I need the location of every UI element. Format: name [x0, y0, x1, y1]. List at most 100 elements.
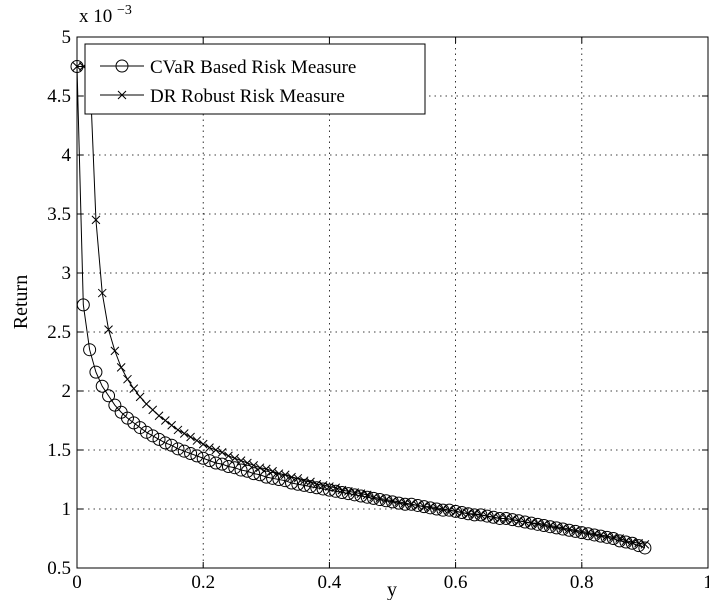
data-point-circle: [480, 509, 494, 523]
data-point-circle: [221, 460, 235, 474]
y-tick-label: 4.5: [47, 86, 71, 107]
data-point-cross: [173, 425, 183, 435]
data-point-cross: [198, 439, 208, 449]
data-point-circle: [455, 506, 469, 520]
data-point-cross: [167, 420, 177, 430]
data-point-cross: [123, 374, 132, 384]
data-point-circle: [152, 432, 166, 446]
data-point-cross: [236, 456, 246, 465]
data-point-circle: [240, 464, 254, 478]
data-point-cross: [211, 445, 221, 455]
data-point-circle: [171, 442, 185, 456]
data-point-cross: [261, 464, 271, 474]
data-point-cross: [243, 458, 252, 468]
data-point-cross: [362, 490, 372, 500]
data-point-cross: [135, 392, 145, 402]
data-point-cross: [495, 514, 505, 523]
data-point-circle: [354, 489, 368, 503]
data-point-cross: [463, 509, 473, 519]
data-point-circle: [158, 436, 172, 450]
data-point-cross: [640, 540, 650, 549]
data-point-circle: [253, 468, 267, 482]
data-point-circle: [632, 539, 646, 553]
data-point-cross: [205, 443, 214, 452]
data-point-circle: [348, 488, 362, 502]
data-point-cross: [268, 466, 277, 476]
data-point-circle: [146, 429, 160, 443]
x-axis-label: y: [387, 579, 397, 600]
data-point-circle: [297, 478, 311, 492]
y-tick-label: 2.5: [47, 322, 71, 343]
data-point-circle: [89, 365, 103, 379]
data-point-circle: [102, 389, 116, 403]
data-point-circle: [316, 482, 330, 496]
y-tick-label: 1.5: [47, 440, 71, 461]
data-point-cross: [97, 288, 107, 298]
data-point-circle: [95, 379, 109, 393]
legend-marker-cross: [117, 90, 127, 100]
legend-marker-circle: [115, 59, 129, 73]
data-point-circle: [505, 513, 519, 527]
data-point-circle: [177, 444, 191, 458]
data-point-cross: [217, 448, 227, 457]
y-tick-label: 3: [62, 263, 72, 284]
data-point-circle: [329, 484, 343, 498]
data-point-cross: [249, 460, 259, 470]
data-point-circle: [310, 481, 324, 495]
data-point-circle: [234, 463, 248, 477]
data-point-cross: [104, 325, 113, 334]
data-point-cross: [526, 518, 536, 528]
y-tick-label: 1: [62, 499, 72, 520]
data-point-circle: [139, 425, 153, 439]
data-point-circle: [512, 514, 526, 528]
data-point-circle: [335, 485, 349, 499]
data-point-cross: [293, 473, 303, 483]
series-dr: [72, 62, 650, 549]
data-point-circle: [442, 503, 456, 517]
data-point-cross: [116, 363, 126, 372]
data-point-circle: [209, 456, 223, 470]
data-point-cross: [280, 470, 290, 480]
y-tick-label: 4: [62, 145, 72, 166]
x-tick-label: 0.8: [570, 572, 594, 593]
y-axis-label: Return: [10, 275, 32, 329]
y-scale-label: x 10 −3: [79, 3, 132, 27]
data-point-circle: [203, 454, 217, 468]
data-point-cross: [230, 453, 240, 463]
data-point-cross: [160, 416, 170, 425]
plot-series: [70, 60, 652, 555]
data-point-cross: [179, 429, 189, 438]
data-point-cross: [91, 215, 101, 225]
data-point-circle: [474, 508, 488, 522]
y-tick-label: 0.5: [47, 558, 71, 579]
data-point-circle: [247, 467, 261, 481]
plot-area-frame: [76, 36, 709, 569]
data-point-circle: [411, 498, 425, 512]
legend: CVaR Based Risk Measure DR Robust Risk M…: [84, 43, 426, 115]
x-tick-label: 0.4: [318, 572, 342, 593]
data-point-circle: [259, 470, 273, 484]
data-point-circle: [266, 471, 280, 485]
data-point-circle: [228, 461, 242, 475]
data-point-cross: [110, 346, 120, 356]
y-scale-base: x 10: [79, 6, 112, 27]
data-point-circle: [322, 483, 336, 497]
data-point-circle: [184, 447, 198, 461]
data-point-circle: [638, 541, 652, 555]
data-point-circle: [83, 343, 97, 357]
legend-label-dr: DR Robust Risk Measure: [150, 86, 345, 107]
data-point-circle: [404, 497, 418, 511]
data-point-circle: [165, 438, 179, 452]
data-point-cross: [331, 483, 341, 493]
data-point-cross: [224, 451, 233, 461]
x-tick-label: 0: [72, 572, 82, 593]
y-tick-label: 5: [62, 27, 72, 48]
x-tick-label: 0.2: [191, 572, 215, 593]
x-tick-label: 1: [703, 572, 709, 593]
data-point-circle: [449, 504, 463, 518]
data-point-circle: [518, 515, 532, 529]
data-point-cross: [615, 534, 625, 543]
data-point-cross: [419, 502, 429, 511]
data-point-circle: [303, 480, 317, 494]
